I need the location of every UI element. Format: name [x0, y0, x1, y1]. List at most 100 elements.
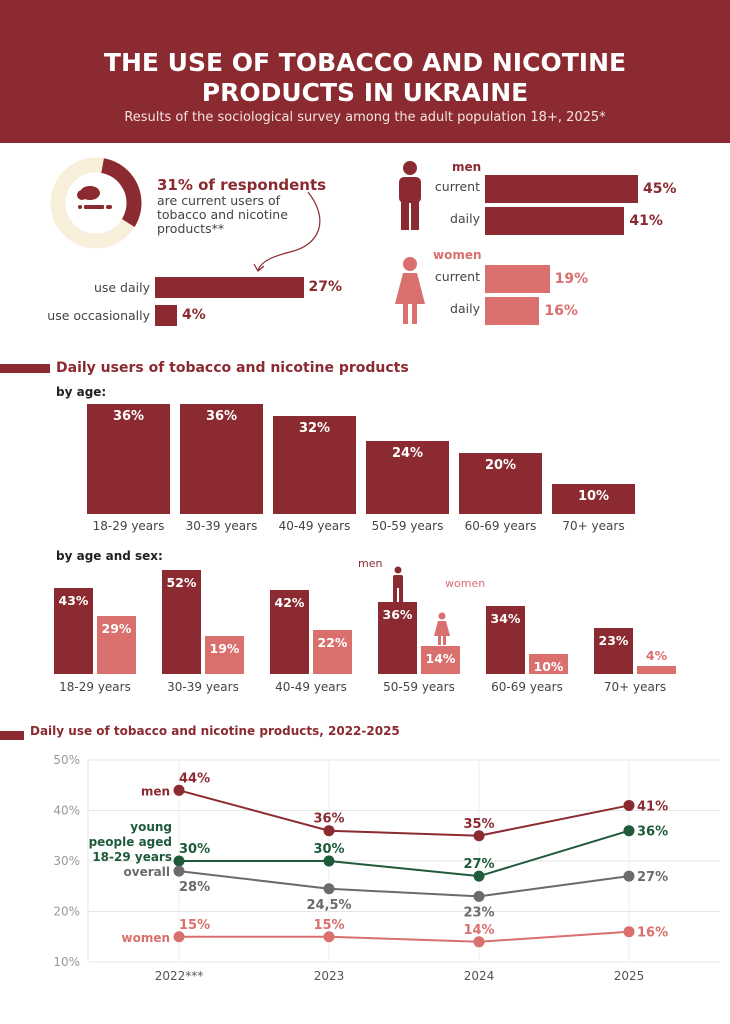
- bar-value: 36%: [382, 607, 413, 622]
- bar: 29%: [97, 616, 136, 674]
- donut-arc: [50, 157, 142, 249]
- bar-value: 42%: [274, 595, 305, 610]
- section-marker: [0, 364, 50, 373]
- bar-label: daily: [450, 211, 480, 226]
- man-icon: [399, 161, 421, 230]
- data-point: [323, 931, 335, 943]
- data-label: 23%: [463, 905, 494, 920]
- man-icon: [393, 566, 403, 602]
- bar-value: 4%: [645, 648, 668, 663]
- by-age-sex-label: by age and sex:: [56, 549, 163, 563]
- bar-value: 24%: [391, 445, 424, 461]
- bar: 4%: [637, 648, 676, 674]
- bar-value: 29%: [101, 621, 132, 636]
- title-line: PRODUCTS IN UKRAINE: [201, 78, 529, 107]
- category-label: 40-49 years: [278, 519, 351, 533]
- men-annotation: men: [358, 557, 383, 570]
- bar-value: 19%: [554, 271, 589, 287]
- donut-chart: [50, 157, 142, 249]
- data-point: [173, 784, 185, 796]
- data-label: 30%: [179, 842, 210, 857]
- bar-value: 19%: [209, 641, 240, 656]
- data-point: [173, 931, 185, 943]
- category-label: 60-69 years: [464, 519, 537, 533]
- bar-value: 10%: [577, 488, 610, 504]
- bar: 22%: [313, 630, 352, 674]
- bar-value: 27%: [308, 279, 343, 295]
- data-label: 36%: [313, 812, 344, 827]
- data-point: [623, 870, 635, 882]
- data-label: 14%: [463, 923, 494, 938]
- y-tick-label: 50%: [53, 753, 80, 767]
- data-label: 24,5%: [306, 898, 351, 913]
- data-label: 30%: [313, 842, 344, 857]
- y-tick-label: 30%: [53, 854, 80, 868]
- bar: [155, 305, 177, 326]
- data-point: [473, 936, 485, 948]
- bar-value: 45%: [643, 181, 677, 197]
- bar: [155, 277, 304, 298]
- bar: 43%: [54, 588, 93, 674]
- category-label: 70+ years: [562, 519, 625, 533]
- bar: 34%: [486, 606, 525, 674]
- bar: 36%: [378, 602, 417, 674]
- bar-value: 16%: [544, 303, 578, 319]
- data-point: [623, 926, 635, 938]
- series-line-1: [179, 829, 630, 878]
- category-label: 18-29 years: [59, 680, 131, 694]
- data-label: 15%: [313, 918, 344, 933]
- series-line-3: [179, 930, 630, 943]
- bar-value: 52%: [166, 575, 197, 590]
- y-tick-label: 40%: [53, 804, 80, 818]
- category-label: 40-49 years: [275, 680, 347, 694]
- bar: 23%: [594, 628, 633, 674]
- woman-icon: [395, 257, 425, 324]
- series-name: women: [121, 931, 170, 945]
- data-label: 28%: [179, 880, 210, 895]
- bar: [485, 207, 625, 235]
- bar-value: 22%: [317, 635, 348, 650]
- bar: [485, 175, 638, 203]
- title-line: THE USE OF TOBACCO AND NICOTINE: [103, 48, 627, 77]
- category-label: 18-29 years: [92, 519, 165, 533]
- bar: [485, 297, 540, 325]
- bar-label: current: [434, 269, 480, 284]
- page-title: THE USE OF TOBACCO AND NICOTINE PRODUCTS …: [0, 48, 730, 108]
- bar-value: 20%: [484, 458, 517, 473]
- x-tick-label: 2023: [314, 969, 345, 983]
- data-label: 36%: [637, 825, 668, 840]
- data-label: 41%: [637, 799, 668, 814]
- category-label: 30-39 years: [167, 680, 239, 694]
- series-name: men: [141, 784, 170, 798]
- header: THE USE OF TOBACCO AND NICOTINE PRODUCTS …: [0, 0, 730, 143]
- bar: [485, 265, 550, 293]
- data-point: [623, 825, 635, 837]
- data-point: [323, 825, 335, 837]
- data-label: 16%: [637, 926, 668, 941]
- bar-label: use daily: [93, 280, 150, 295]
- summary-text: are current users of tobacco and nicotin…: [157, 194, 288, 236]
- bar-value: 32%: [298, 421, 331, 437]
- bar-value: 34%: [490, 611, 521, 626]
- bar: 36%: [180, 404, 263, 514]
- bar-value: 10%: [533, 659, 564, 674]
- bar: 24%: [366, 440, 449, 514]
- bar-value: 43%: [58, 593, 89, 608]
- bar-value: 14%: [425, 651, 456, 666]
- bar: 32%: [273, 416, 356, 514]
- summary-line: tobacco and nicotine: [157, 207, 288, 222]
- category-label: 50-59 years: [371, 519, 444, 533]
- subtitle: Results of the sociological survey among…: [124, 110, 606, 125]
- x-tick-label: 2024: [464, 969, 495, 983]
- line-chart: 10% 20% 30% 40% 50% 2022*** 2023 2024 2025 44% 36%…: [53, 753, 720, 983]
- x-tick-label: 2025: [614, 969, 645, 983]
- data-point: [623, 799, 635, 811]
- data-label: 27%: [637, 870, 668, 885]
- section-title: Daily users of tobacco and nicotine prod…: [56, 360, 409, 376]
- y-tick-label: 20%: [53, 905, 80, 919]
- section-title: Daily use of tobacco and nicotine produc…: [30, 724, 400, 738]
- series-name: young people aged 18-29 years: [89, 820, 172, 864]
- bar: 10%: [529, 654, 568, 674]
- bar: 19%: [205, 636, 244, 674]
- summary-headline: 31% of respondents: [157, 176, 327, 194]
